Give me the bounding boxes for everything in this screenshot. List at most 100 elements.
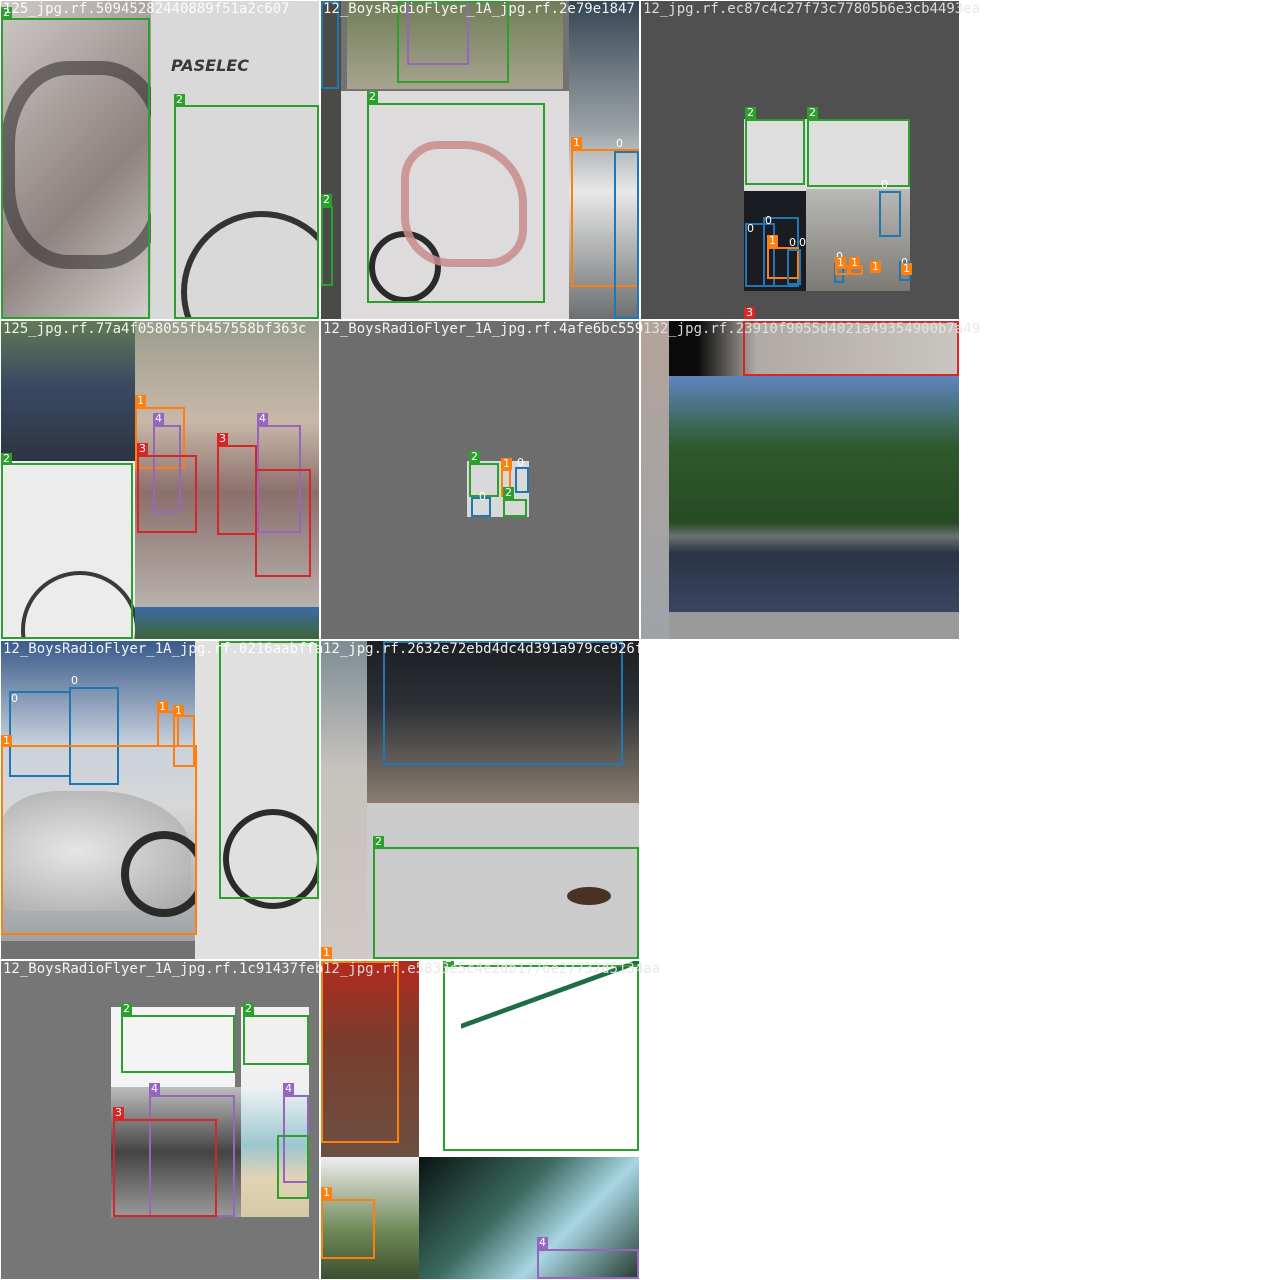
bbox-class-2	[367, 103, 545, 303]
bbox-label-0: 0	[789, 236, 796, 249]
bbox-class-2	[503, 499, 527, 517]
bbox-label-3: 3	[217, 432, 228, 445]
bbox-label-2: 2	[121, 1002, 132, 1015]
bbox-class-2	[397, 1, 509, 83]
bbox-label-2: 2	[503, 486, 514, 499]
photo-side-strip	[321, 1, 341, 319]
bbox-label-2: 2	[807, 106, 818, 119]
mosaic-tile-10: 2 1 4	[321, 961, 639, 1279]
bbox-label-2: 2	[1, 452, 12, 465]
mosaic-tile-3: 2 2 0 0 0 1 0 0 0 1 1 1 0 1 3	[641, 1, 959, 319]
bbox-label-2: 2	[469, 450, 480, 463]
bbox-label-2: 2	[321, 193, 332, 206]
bbox-class-0	[471, 497, 491, 517]
bbox-label-0: 0	[517, 456, 524, 469]
bbox-class-3	[217, 445, 257, 535]
tile-filename-5: 12_BoysRadioFlyer_1A_jpg.rf.4afe6bc559	[323, 321, 644, 337]
bbox-class-1	[135, 407, 185, 469]
mosaic-tile-5: 2 1 0 2 0	[321, 321, 639, 639]
bbox-class-2	[277, 1135, 309, 1199]
photo-beach	[241, 1087, 309, 1217]
photo-underwater	[419, 1157, 639, 1279]
bbox-label-1: 1	[571, 136, 582, 149]
photo-shadow-ground	[669, 321, 959, 376]
bbox-label-0: 0	[899, 257, 910, 269]
bbox-class-2	[1, 463, 133, 639]
tile-filename-2: 12_BoysRadioFlyer_1A_jpg.rf.2e79e1847	[323, 1, 635, 17]
photo-trees	[135, 607, 319, 639]
bbox-label-0: 0	[881, 178, 888, 191]
mosaic-tile-9: 2 2 4 3 4	[1, 961, 319, 1279]
photo-pink-kids-bike	[111, 1007, 235, 1087]
bbox-label-1: 1	[501, 457, 512, 470]
photo-blue-kids-bike	[241, 1007, 309, 1087]
bbox-class-4	[537, 1249, 639, 1279]
bbox-label-0: 0	[11, 692, 18, 705]
bbox-label-1: 1	[1, 734, 12, 747]
bbox-label-4: 4	[283, 1082, 294, 1095]
photo-left-strip	[641, 321, 669, 639]
bbox-label-4: 4	[537, 1236, 548, 1249]
bbox-class-0	[515, 467, 529, 493]
mosaic-tile-6	[641, 321, 959, 639]
bbox-label-0: 0	[616, 137, 623, 150]
bbox-label-1: 1	[901, 262, 912, 275]
bbox-label-3: 3	[137, 442, 148, 455]
photo-motorbikes	[135, 321, 319, 607]
bbox-class-0	[614, 151, 639, 319]
bbox-class-0	[745, 223, 775, 287]
bbox-class-2	[1, 18, 150, 319]
tile-filename-8: 12_jpg.rf.2632e72ebd4dc4d391a979ce926f59	[323, 641, 661, 657]
bbox-label-1: 1	[870, 260, 881, 273]
bbox-class-0	[879, 191, 901, 237]
bbox-label-4: 4	[257, 412, 268, 425]
bbox-class-2	[443, 965, 639, 1151]
bbox-class-0	[69, 687, 119, 785]
tile-filename-4: 125_jpg.rf.77a4f058055fb457558bf363c	[3, 321, 307, 337]
tile-filename-10: 12_jpg.rf.e5833e5c4e2db1776e27737d5134aa	[323, 961, 661, 977]
bbox-label-1: 1	[135, 394, 146, 407]
bbox-label-2: 2	[443, 961, 454, 965]
bbox-label-1: 1	[157, 700, 168, 713]
bbox-class-1	[157, 711, 179, 747]
mosaic-tile-8: 0 2 1	[321, 641, 639, 959]
bbox-label-1: 1	[835, 256, 846, 269]
photo-green-bike	[367, 803, 639, 959]
bbox-label-2: 2	[243, 1002, 254, 1015]
bbox-class-1	[321, 1199, 375, 1259]
bbox-class-2	[243, 1015, 309, 1065]
bbox-label-2: 2	[745, 106, 756, 119]
tile-filename-6: 132_jpg.rf.23910f9055d4021a49354900b7a49	[643, 321, 981, 337]
bbox-label-1: 1	[767, 234, 778, 247]
photo-park-bike	[347, 1, 563, 89]
mosaic-tile-1: PASELEC 2 2	[1, 1, 319, 319]
bbox-class-3	[743, 321, 959, 376]
photo-street-van	[569, 1, 639, 319]
paselec-logo: PASELEC	[171, 56, 249, 75]
bbox-label-3: 3	[744, 306, 755, 319]
bbox-class-2	[807, 119, 910, 187]
bbox-class-2	[219, 641, 319, 899]
bbox-label-1: 1	[321, 946, 332, 959]
bbox-label-0: 0	[834, 251, 845, 263]
tile-filename-9: 12_BoysRadioFlyer_1A_jpg.rf.1c91437feb	[3, 961, 324, 977]
bbox-class-2	[373, 847, 639, 959]
bbox-label-0: 0	[479, 490, 486, 503]
photo-road	[1, 321, 135, 461]
mosaic-tile-4: 2 1 4 3 3 4	[1, 321, 319, 639]
bbox-label-3: 3	[113, 1106, 124, 1119]
photo-forest-road	[669, 376, 959, 612]
bbox-label-2: 2	[1, 6, 12, 19]
bbox-class-2	[174, 105, 319, 319]
bbox-class-0	[787, 249, 801, 285]
bbox-class-1	[321, 961, 399, 1143]
bbox-label-4: 4	[149, 1082, 160, 1095]
bbox-class-4	[153, 425, 181, 513]
bbox-class-0	[321, 1, 339, 89]
photo-motorcycle	[111, 1087, 241, 1217]
photo-bike-saddle	[567, 887, 611, 905]
bbox-label-1: 1	[321, 1186, 332, 1199]
bbox-class-3	[137, 455, 197, 533]
mosaic-tile-2: 2 2 1 0	[321, 1, 639, 319]
bbox-class-0	[383, 641, 623, 765]
